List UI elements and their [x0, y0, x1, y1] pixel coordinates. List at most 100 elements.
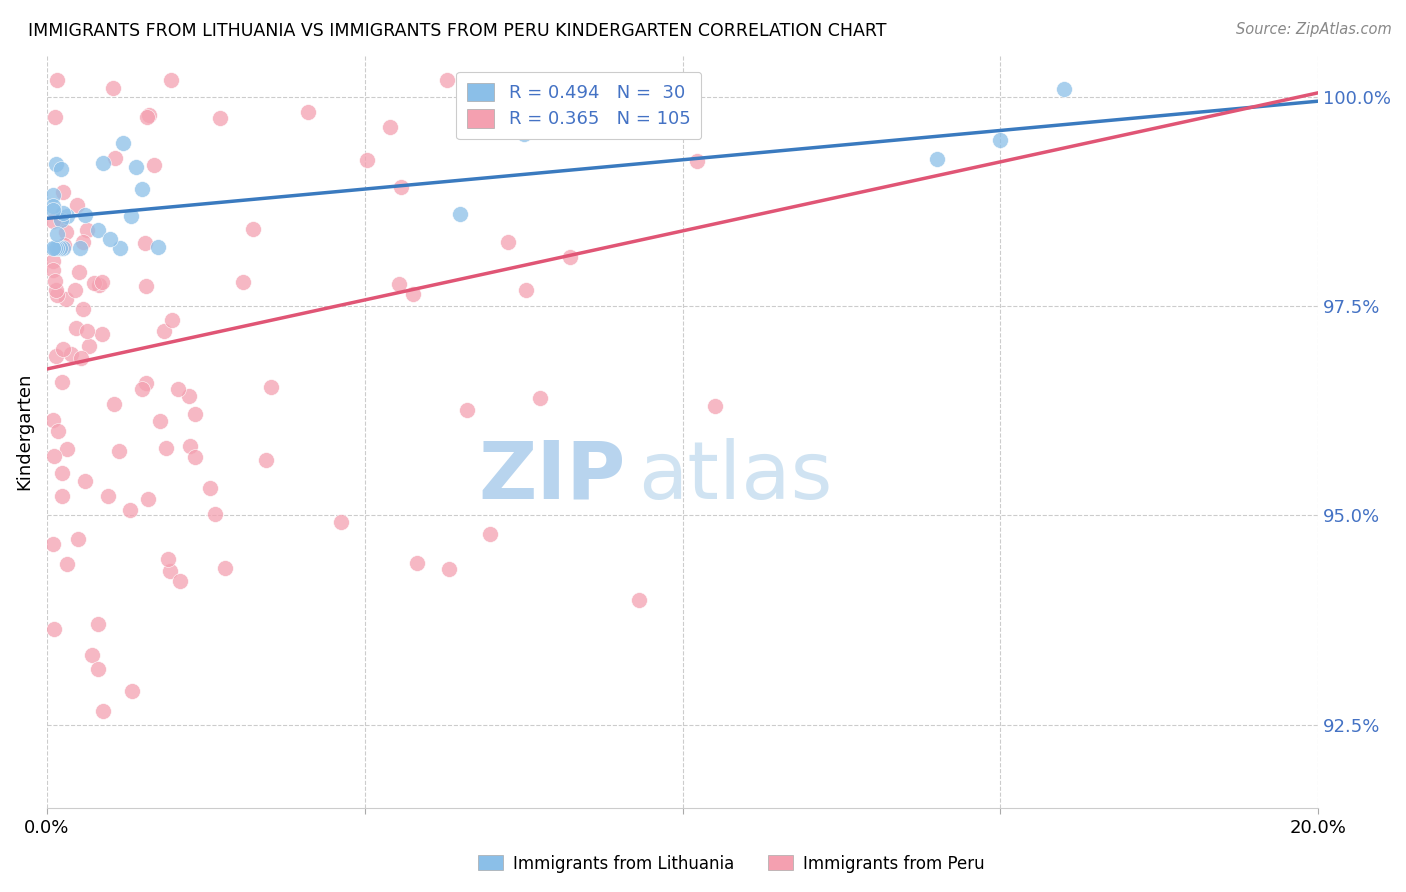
Point: [436, 73, 458, 87]
Point: [108, 443, 131, 458]
Point: [605, 73, 627, 87]
Point: [56, 209, 79, 223]
Point: [406, 556, 429, 570]
Point: [1053, 81, 1076, 95]
Point: [97, 489, 120, 503]
Point: [46, 425, 69, 439]
Point: [184, 407, 207, 421]
Point: [91, 156, 114, 170]
Point: [52, 185, 75, 199]
Point: [179, 439, 201, 453]
Point: [51, 211, 73, 226]
Point: [118, 502, 141, 516]
Point: [558, 250, 581, 264]
Point: [103, 81, 125, 95]
Point: [51, 489, 73, 503]
Legend: R = 0.494   N =  30, R = 0.365   N = 105: R = 0.494 N = 30, R = 0.365 N = 105: [457, 71, 702, 139]
Point: [184, 450, 207, 464]
Y-axis label: Kindergarten: Kindergarten: [15, 373, 32, 491]
Point: [60, 347, 83, 361]
Point: [42, 214, 65, 228]
Point: [46, 288, 69, 302]
Point: [664, 73, 686, 87]
Point: [86, 662, 108, 676]
Point: [42, 188, 65, 202]
Point: [136, 111, 159, 125]
Text: ZIP: ZIP: [478, 438, 626, 516]
Point: [48, 241, 70, 255]
Point: [87, 278, 110, 293]
Point: [204, 507, 226, 521]
Point: [449, 207, 471, 221]
Point: [56, 558, 79, 572]
Text: Source: ZipAtlas.com: Source: ZipAtlas.com: [1236, 22, 1392, 37]
Point: [152, 324, 174, 338]
Point: [156, 551, 179, 566]
Point: [104, 151, 127, 165]
Point: [512, 127, 534, 141]
Point: [131, 182, 153, 196]
Point: [72, 301, 94, 316]
Point: [45, 157, 67, 171]
Point: [136, 491, 159, 506]
Point: [159, 73, 181, 87]
Point: [146, 240, 169, 254]
Point: [65, 320, 87, 334]
Point: [44, 110, 66, 124]
Point: [378, 120, 401, 134]
Point: [134, 236, 156, 251]
Point: [437, 561, 460, 575]
Point: [988, 132, 1011, 146]
Point: [91, 326, 114, 341]
Point: [242, 221, 264, 235]
Point: [198, 481, 221, 495]
Point: [260, 380, 283, 394]
Point: [627, 593, 650, 607]
Point: [330, 515, 353, 529]
Point: [51, 343, 73, 357]
Point: [83, 277, 105, 291]
Point: [131, 382, 153, 396]
Point: [515, 283, 537, 297]
Point: [135, 279, 157, 293]
Point: [51, 376, 73, 390]
Point: [44, 450, 66, 464]
Point: [42, 413, 65, 427]
Point: [159, 564, 181, 578]
Point: [90, 275, 112, 289]
Point: [456, 403, 478, 417]
Point: [73, 208, 96, 222]
Point: [478, 526, 501, 541]
Point: [52, 238, 75, 252]
Point: [55, 292, 77, 306]
Point: [100, 232, 122, 246]
Point: [214, 561, 236, 575]
Point: [42, 262, 65, 277]
Point: [633, 73, 655, 87]
Point: [42, 537, 65, 551]
Point: [69, 241, 91, 255]
Point: [42, 622, 65, 636]
Point: [685, 154, 707, 169]
Point: [51, 213, 73, 227]
Point: [103, 397, 125, 411]
Point: [297, 105, 319, 120]
Point: [388, 277, 411, 292]
Point: [529, 392, 551, 406]
Point: [51, 467, 73, 481]
Point: [42, 199, 65, 213]
Point: [149, 414, 172, 428]
Point: [82, 648, 104, 663]
Point: [135, 376, 157, 390]
Point: [44, 241, 66, 255]
Point: [389, 180, 412, 194]
Point: [66, 198, 89, 212]
Text: IMMIGRANTS FROM LITHUANIA VS IMMIGRANTS FROM PERU KINDERGARTEN CORRELATION CHART: IMMIGRANTS FROM LITHUANIA VS IMMIGRANTS …: [28, 22, 887, 40]
Point: [87, 223, 110, 237]
Legend: Immigrants from Lithuania, Immigrants from Peru: Immigrants from Lithuania, Immigrants fr…: [471, 848, 991, 880]
Point: [67, 265, 90, 279]
Point: [121, 684, 143, 698]
Point: [496, 235, 519, 249]
Point: [70, 351, 93, 365]
Point: [67, 532, 90, 546]
